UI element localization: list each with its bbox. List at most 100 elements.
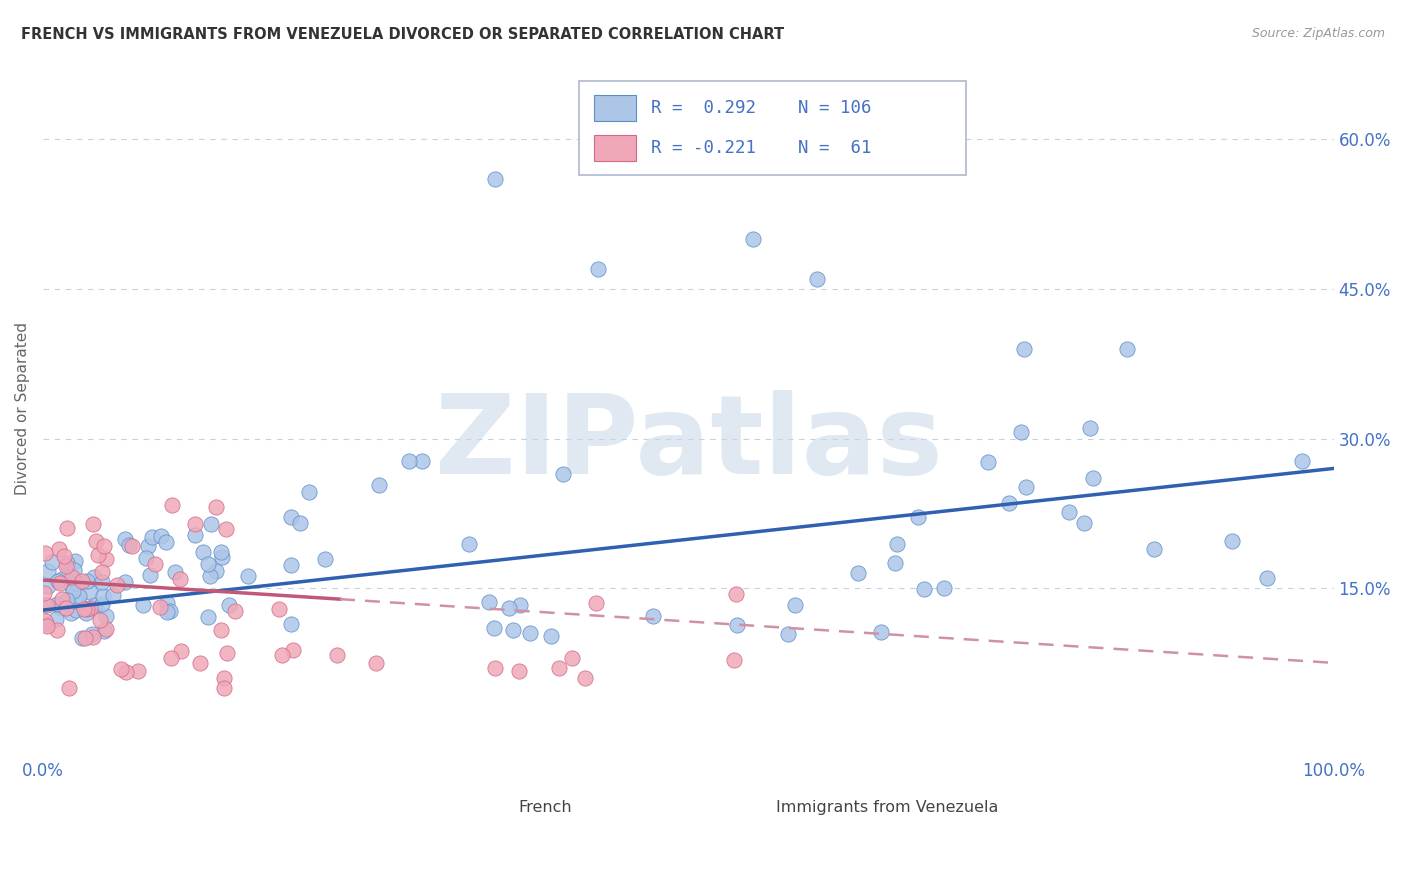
Point <box>314 551 336 566</box>
Point <box>94 552 117 566</box>
Point <box>188 656 211 670</box>
Point <box>519 625 541 640</box>
Point <box>785 599 807 613</box>
Point <box>806 272 828 286</box>
Point <box>457 537 479 551</box>
Point <box>94 622 117 636</box>
Point <box>46 623 69 637</box>
Point <box>62 583 84 598</box>
Point <box>86 533 108 548</box>
Point <box>197 557 219 571</box>
Point <box>156 596 179 610</box>
Point <box>411 454 433 468</box>
Point <box>41 555 63 569</box>
Point <box>184 528 207 542</box>
Point <box>184 516 207 531</box>
Point <box>205 564 228 578</box>
Point <box>170 643 193 657</box>
Point <box>76 601 98 615</box>
Point <box>907 510 929 524</box>
Point <box>502 623 524 637</box>
Point <box>368 478 391 492</box>
Point <box>66 576 89 591</box>
Point <box>160 498 183 512</box>
Point <box>51 592 73 607</box>
Point <box>37 564 59 578</box>
Point <box>60 606 83 620</box>
Point <box>80 626 103 640</box>
Point <box>846 566 869 581</box>
Point <box>135 551 157 566</box>
Point <box>93 539 115 553</box>
Point <box>79 585 101 599</box>
Point <box>34 615 56 629</box>
Point <box>165 565 187 579</box>
Point <box>883 556 905 570</box>
Point <box>1078 420 1101 434</box>
Point <box>87 548 110 562</box>
Point <box>96 609 118 624</box>
Point <box>267 602 290 616</box>
Point <box>32 585 55 599</box>
Point <box>1073 516 1095 531</box>
Point <box>62 570 84 584</box>
Point <box>912 582 935 597</box>
Point <box>56 521 79 535</box>
Point <box>143 558 166 572</box>
Point <box>90 575 112 590</box>
Point <box>52 549 75 563</box>
Point <box>65 603 87 617</box>
Point <box>110 662 132 676</box>
Point <box>1081 471 1104 485</box>
Point <box>63 554 86 568</box>
Point <box>114 532 136 546</box>
Point <box>724 586 747 600</box>
Point <box>498 601 520 615</box>
Point <box>63 563 86 577</box>
Point <box>82 630 104 644</box>
Point <box>84 598 107 612</box>
Point <box>76 574 98 588</box>
Text: Immigrants from Venezuela: Immigrants from Venezuela <box>776 800 998 815</box>
Point <box>197 610 219 624</box>
Point <box>90 597 112 611</box>
Point <box>508 664 530 678</box>
Point <box>114 575 136 590</box>
Point <box>48 541 70 556</box>
Point <box>58 681 80 695</box>
Point <box>212 681 235 695</box>
Point <box>209 623 232 637</box>
Point <box>37 616 59 631</box>
Point <box>398 454 420 468</box>
Point <box>35 598 58 612</box>
Point <box>66 595 89 609</box>
Point <box>217 646 239 660</box>
Bar <box>595 95 636 120</box>
Point <box>149 600 172 615</box>
Point <box>1116 342 1139 356</box>
Point <box>540 629 562 643</box>
Point <box>127 664 149 678</box>
Point <box>776 626 799 640</box>
Point <box>1057 505 1080 519</box>
Point <box>283 643 305 657</box>
Point <box>155 535 177 549</box>
Point <box>209 545 232 559</box>
Point <box>886 537 908 551</box>
Point <box>156 606 179 620</box>
Point <box>159 604 181 618</box>
Point <box>548 661 571 675</box>
Point <box>1220 534 1243 549</box>
Text: FRENCH VS IMMIGRANTS FROM VENEZUELA DIVORCED OR SEPARATED CORRELATION CHART: FRENCH VS IMMIGRANTS FROM VENEZUELA DIVO… <box>21 27 785 42</box>
Point <box>1291 453 1313 467</box>
Point <box>136 540 159 554</box>
Bar <box>595 135 636 161</box>
Point <box>60 580 83 594</box>
Point <box>49 601 72 615</box>
Point <box>200 517 222 532</box>
Point <box>34 598 56 612</box>
Point <box>132 598 155 612</box>
Point <box>89 613 111 627</box>
Point <box>484 172 506 186</box>
Point <box>586 262 609 277</box>
